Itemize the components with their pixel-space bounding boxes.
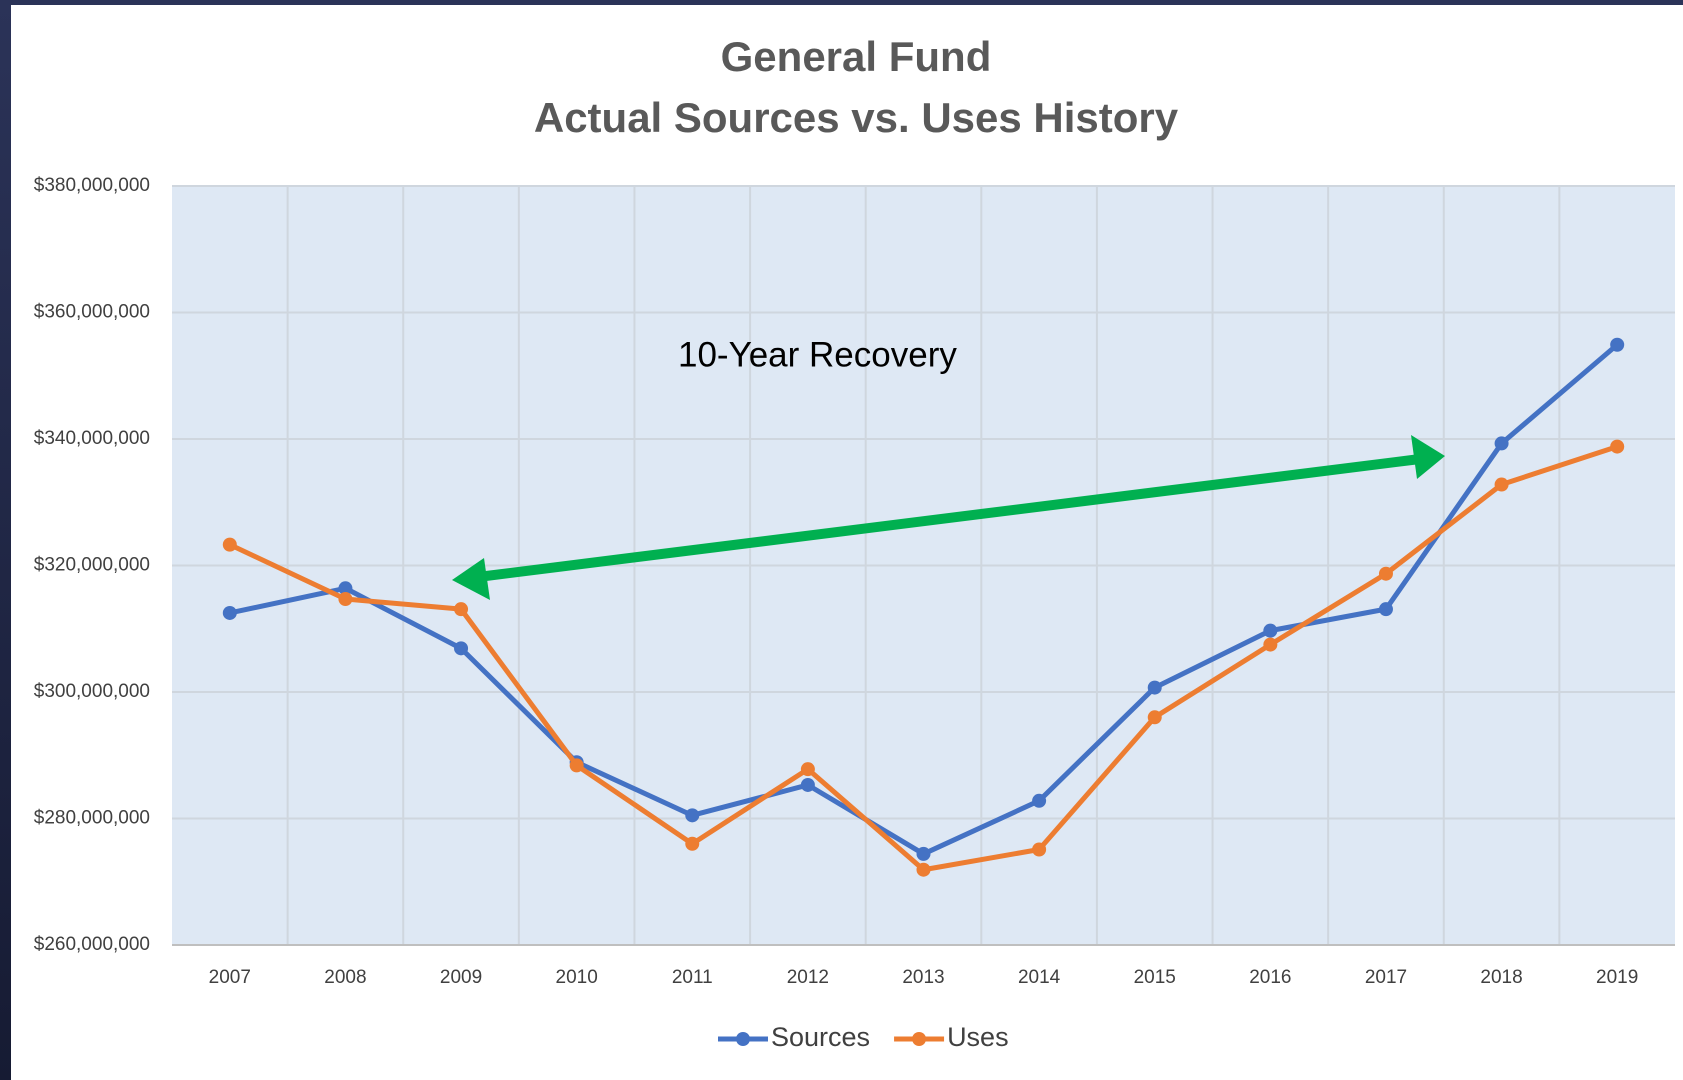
legend-label: Sources xyxy=(771,1022,870,1052)
point xyxy=(685,808,700,823)
point xyxy=(685,836,700,851)
point xyxy=(222,537,237,552)
legend-marker xyxy=(736,1032,750,1046)
x-tick-label: 2013 xyxy=(902,967,944,988)
point xyxy=(916,862,931,877)
x-tick-label: 2014 xyxy=(1018,967,1061,988)
point xyxy=(1032,842,1047,857)
point xyxy=(1032,793,1047,808)
x-tick-label: 2016 xyxy=(1249,967,1291,988)
legend-marker xyxy=(912,1032,927,1046)
point xyxy=(916,846,931,861)
point xyxy=(454,641,469,656)
point xyxy=(569,758,584,773)
point xyxy=(454,602,469,617)
point xyxy=(1610,439,1625,454)
x-tick-label: 2010 xyxy=(556,967,598,988)
x-tick-label: 2008 xyxy=(324,967,366,988)
x-tick-label: 2015 xyxy=(1134,967,1176,988)
point xyxy=(1263,637,1278,652)
y-tick-label: $380,000,000 xyxy=(34,175,150,196)
point xyxy=(1610,337,1625,352)
arrow-head xyxy=(452,558,490,600)
recovery-arrow xyxy=(452,435,1445,600)
chart-title: General Fund xyxy=(721,33,992,80)
x-tick-label: 2018 xyxy=(1480,967,1522,988)
arrow-head xyxy=(1411,435,1445,479)
point xyxy=(1147,680,1162,695)
point xyxy=(1378,566,1393,581)
annotation: 10-Year Recovery xyxy=(678,335,957,374)
point xyxy=(222,605,237,620)
series xyxy=(222,337,1625,877)
y-tick-label: $360,000,000 xyxy=(34,302,150,323)
point xyxy=(1263,623,1278,638)
point xyxy=(1494,436,1509,451)
x-tick-label: 2017 xyxy=(1365,967,1407,988)
x-tick-label: 2009 xyxy=(440,967,482,988)
grid xyxy=(172,185,1675,946)
point xyxy=(338,592,353,607)
legend: Sources Uses xyxy=(718,1022,1009,1052)
point xyxy=(338,581,353,596)
y-tick-label: $320,000,000 xyxy=(34,555,150,576)
y-tick-label: $340,000,000 xyxy=(34,428,150,449)
x-tick-label: 2012 xyxy=(787,967,829,988)
x-tick-label: 2019 xyxy=(1596,967,1638,988)
point xyxy=(1378,602,1393,617)
arrow-shaft xyxy=(477,454,1421,582)
x-tick-label: 2007 xyxy=(209,967,251,988)
chart-subtitle: Actual Sources vs. Uses History xyxy=(534,94,1179,141)
y-tick-label: $300,000,000 xyxy=(34,681,150,702)
point xyxy=(1494,477,1509,492)
y-tick-label: $260,000,000 xyxy=(34,934,150,955)
point xyxy=(1147,710,1162,725)
point xyxy=(800,777,815,792)
y-tick-label: $280,000,000 xyxy=(34,808,150,829)
x-tick-label: 2011 xyxy=(672,967,713,988)
point xyxy=(800,762,815,777)
legend-label: Uses xyxy=(947,1022,1009,1052)
